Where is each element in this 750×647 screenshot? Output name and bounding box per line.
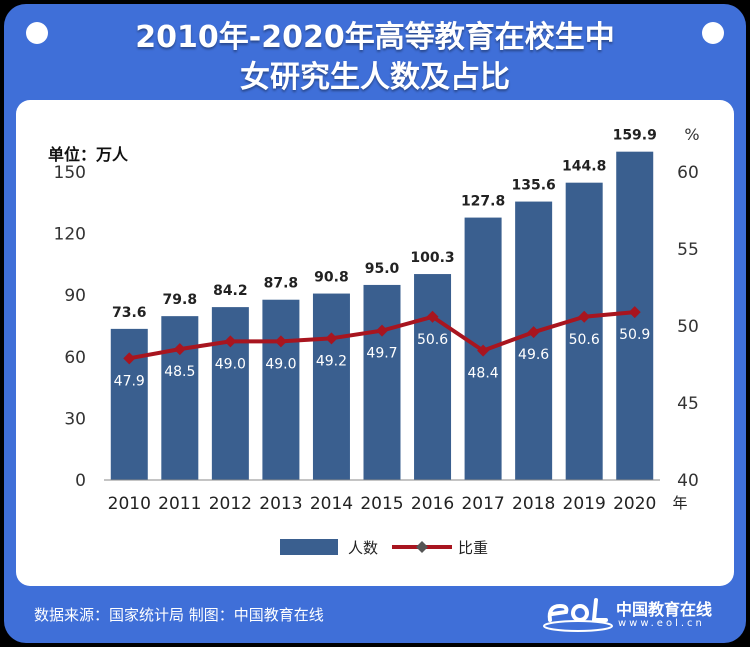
combo-chart: 单位：万人% 0 30 60 90 120 150 40 45 50 55 60 73.6 79.8 84.… (48, 125, 700, 557)
ratio-value-label: 50.9 (619, 327, 650, 343)
x-axis-suffix: 年 (672, 494, 687, 512)
logo-name: 中国教育在线 (616, 600, 713, 619)
x-axis-tick-label: 2016 (411, 494, 454, 514)
infographic-panel: 2010年-2020年高等教育在校生中 女研究生人数及占比 单位：万人% 0 30 6… (4, 4, 746, 643)
bar (262, 299, 300, 480)
left-axis-tick-label: 120 (54, 225, 86, 245)
ratio-point (477, 344, 490, 357)
left-axis-tick-label: 150 (54, 163, 86, 183)
bar (515, 201, 553, 480)
eol-logo: 中国教育在线 www.eol.cn (542, 594, 742, 638)
bar-value-label: 127.8 (461, 194, 505, 210)
ratio-value-label: 48.5 (164, 364, 195, 380)
chart-card: 单位：万人% 0 30 60 90 120 150 40 45 50 55 60 73.6 79.8 84.… (16, 100, 734, 586)
ratio-value-label: 48.4 (468, 366, 499, 382)
ratio-value-label: 49.6 (518, 347, 549, 363)
ratio-point (173, 343, 186, 356)
ratio-point (628, 306, 641, 319)
legend-label-count: 人数 (348, 539, 378, 557)
bar (363, 284, 401, 480)
x-axis-tick-label: 2018 (512, 494, 555, 514)
ratio-value-label: 49.2 (316, 353, 347, 369)
x-axis-tick-label: 2011 (158, 494, 201, 514)
title-line-1: 2010年-2020年高等教育在校生中 (135, 20, 615, 55)
right-axis-tick-label: 60 (677, 163, 699, 183)
bar-value-label: 73.6 (112, 305, 147, 321)
legend-label-ratio: 比重 (458, 539, 488, 557)
x-axis-tick-label: 2015 (360, 494, 403, 514)
bar-value-label: 144.8 (562, 159, 606, 175)
bar-value-label: 90.8 (314, 270, 349, 286)
legend-swatch-bar (280, 539, 338, 555)
bar (211, 307, 249, 480)
right-axis-unit: % (684, 125, 699, 144)
x-axis-tick-label: 2013 (259, 494, 302, 514)
right-axis-tick-label: 40 (677, 471, 699, 491)
bar (312, 293, 350, 480)
bar (110, 328, 148, 480)
x-axis-tick-label: 2010 (108, 494, 151, 514)
ratio-value-label: 49.7 (366, 346, 397, 362)
ratio-point (527, 326, 540, 339)
bar (414, 274, 452, 480)
ratio-point (274, 335, 287, 348)
logo-url: www.eol.cn (618, 618, 705, 629)
unit-label: 单位：万人 (48, 145, 129, 164)
x-axis-tick-label: 2019 (563, 494, 606, 514)
ratio-point (123, 352, 136, 365)
x-axis-tick-label: 2017 (461, 494, 504, 514)
bar-value-label: 95.0 (365, 261, 400, 277)
ratio-value-label: 50.6 (569, 332, 600, 348)
x-axis-tick-label: 2020 (613, 494, 656, 514)
ratio-point (376, 324, 388, 337)
ratio-point (578, 310, 591, 323)
left-axis-tick-label: 30 (64, 409, 86, 429)
bar-value-label: 159.9 (613, 128, 657, 144)
left-axis-tick-label: 60 (64, 348, 86, 368)
bar (565, 182, 603, 480)
right-axis-tick-label: 50 (677, 317, 699, 337)
title-line-2: 女研究生人数及占比 (240, 60, 510, 95)
data-source-note: 数据来源：国家统计局 制图：中国教育在线 (34, 606, 324, 624)
bar (161, 316, 199, 480)
bar-value-label: 79.8 (163, 292, 198, 308)
eol-logo-icon (543, 598, 613, 632)
ratio-point (426, 310, 439, 323)
right-axis-tick-label: 45 (677, 394, 699, 414)
ratio-value-label: 47.9 (114, 373, 145, 389)
ratio-point (325, 332, 338, 345)
left-axis-tick-label: 90 (64, 286, 86, 306)
x-axis-tick-label: 2014 (310, 494, 353, 514)
left-axis-tick-label: 0 (75, 471, 86, 491)
ratio-value-label: 49.0 (215, 356, 246, 372)
ratio-point (224, 335, 237, 348)
bar-value-label: 87.8 (264, 276, 299, 292)
bar-value-label: 135.6 (511, 178, 555, 194)
right-axis-tick-label: 55 (677, 240, 699, 260)
page-title: 2010年-2020年高等教育在校生中 女研究生人数及占比 (64, 18, 686, 98)
bar-value-label: 84.2 (213, 283, 248, 299)
legend-marker (416, 541, 428, 553)
corner-dot-left (26, 22, 48, 44)
ratio-value-label: 49.0 (265, 356, 296, 372)
bar-value-label: 100.3 (410, 250, 454, 266)
ratio-value-label: 50.6 (417, 332, 448, 348)
corner-dot-right (702, 22, 724, 44)
x-axis-tick-label: 2012 (209, 494, 252, 514)
